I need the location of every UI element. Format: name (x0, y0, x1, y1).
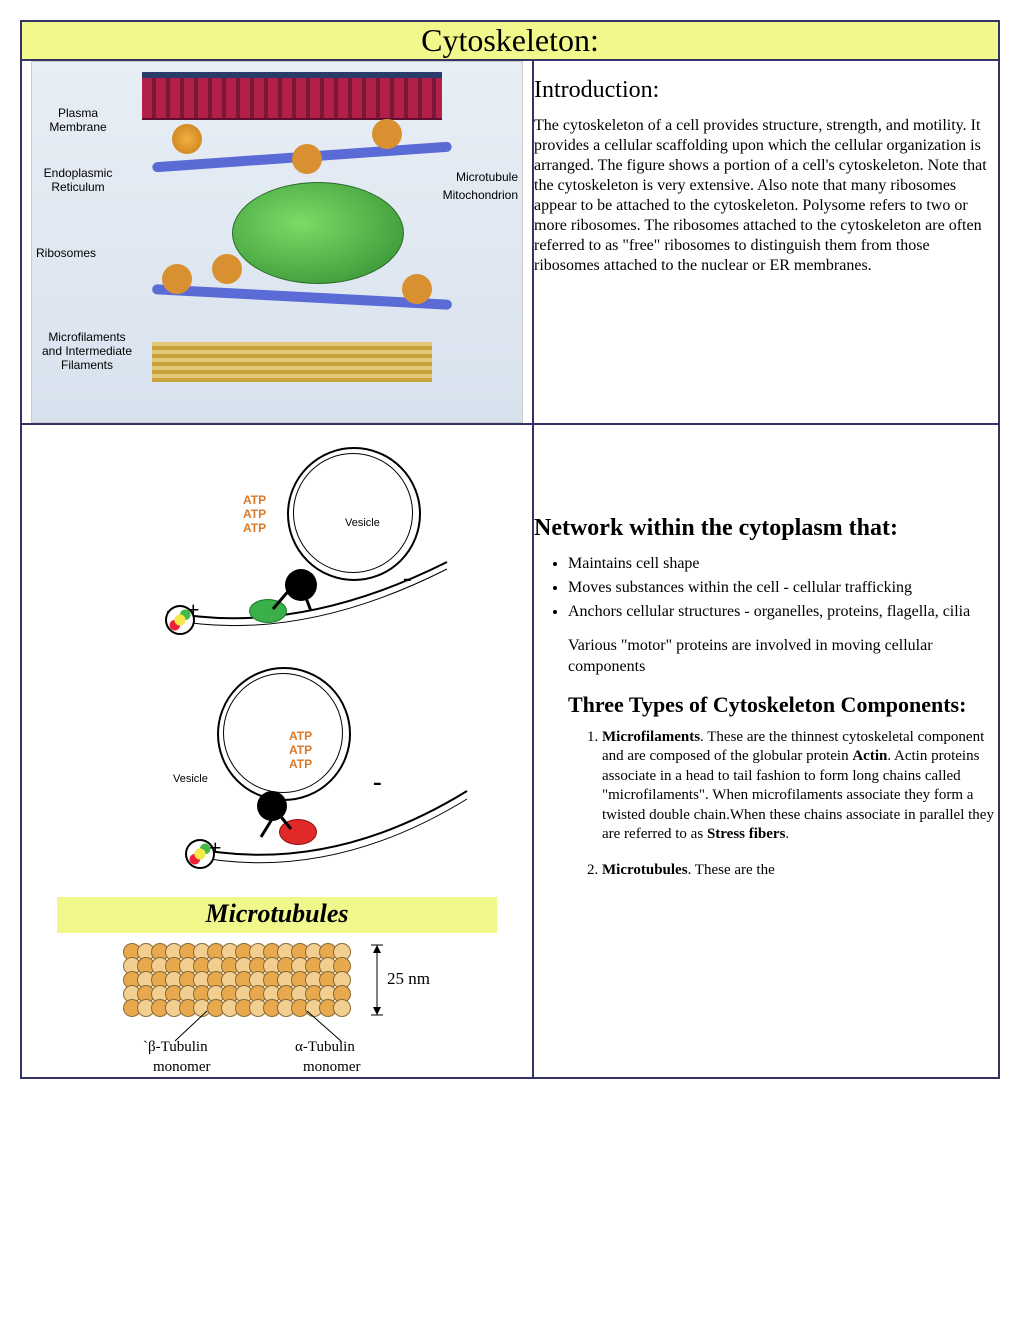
motor-legs (257, 801, 317, 845)
monomer-label-2: monomer (303, 1059, 361, 1076)
plus-sign: + (209, 835, 222, 861)
row2-right: Network within the cytoplasm that: Maint… (533, 424, 999, 1078)
monomer-label-1: monomer (153, 1059, 211, 1076)
atp-label: ATP (243, 507, 266, 521)
mitochondrion-shape (232, 182, 404, 284)
cytoskeleton-diagram: Plasma Membrane Endoplasmic Reticulum Ri… (31, 61, 523, 423)
label-microtubule: Microtubule (456, 170, 518, 184)
atp-stack: ATP ATP ATP (243, 493, 266, 535)
vesicle-diagram-2: Vesicle ATP ATP ATP + - (57, 667, 497, 877)
vesicle-label: Vesicle (173, 773, 208, 785)
label-mitochondrion: Mitochondrion (443, 188, 518, 202)
atp-stack: ATP ATP ATP (289, 729, 312, 771)
atp-label: ATP (243, 493, 266, 507)
label-microfilaments: Microfilaments and Intermediate Filament… (32, 330, 142, 372)
type-bold: Stress fibers (707, 826, 785, 842)
plus-sign: + (187, 597, 200, 623)
motor-note: Various "motor" proteins are involved in… (568, 636, 998, 678)
label-er: Endoplasmic Reticulum (32, 166, 124, 194)
minus-sign: - (373, 767, 382, 797)
type-name: Microfilaments (602, 729, 700, 745)
type-bold: Actin (852, 748, 887, 764)
beta-label: `β-Tubulin (143, 1039, 208, 1056)
label-plasma: Plasma Membrane (36, 106, 120, 134)
type-text: . (785, 826, 789, 842)
network-bullets: Maintains cell shape Moves substances wi… (534, 554, 998, 622)
vesicle-diagram-1: Vesicle ATP ATP ATP + (57, 447, 497, 647)
microtubules-title: Microtubules (57, 897, 497, 933)
list-item: Moves substances within the cell - cellu… (568, 578, 998, 598)
vesicle-label: Vesicle (345, 517, 380, 529)
list-item: Microfilaments. These are the thinnest c… (602, 728, 998, 845)
atp-label: ATP (289, 729, 312, 743)
row1-left: Plasma Membrane Endoplasmic Reticulum Ri… (21, 60, 533, 424)
type-name: Microtubules (602, 862, 688, 878)
page-title: Cytoskeleton: (421, 22, 599, 58)
vesicle-inner (293, 453, 413, 573)
microtubule-structure: 25 nm `β-Tubulin monomer α-Tubulin monom… (87, 937, 467, 1077)
vesicle-inner (223, 673, 343, 793)
page-table: Cytoskeleton: Plasma Membrane Endoplasmi… (20, 20, 1000, 1079)
alpha-label: α-Tubulin (295, 1039, 355, 1056)
atp-label: ATP (289, 743, 312, 757)
intro-heading: Introduction: (534, 77, 998, 104)
intro-text: The cytoskeleton of a cell provides stru… (534, 116, 998, 276)
network-heading: Network within the cytoplasm that: (534, 515, 998, 542)
motor-legs (267, 577, 317, 617)
types-heading: Three Types of Cytoskeleton Components: (568, 692, 998, 718)
label-ribosomes: Ribosomes (36, 246, 96, 260)
atp-label: ATP (243, 521, 266, 535)
diameter-label: 25 nm (387, 969, 430, 989)
ribosome-shape (172, 124, 202, 154)
track-curve (177, 787, 477, 877)
microtubule-shape-2 (152, 284, 452, 310)
row1-right: Introduction: The cytoskeleton of a cell… (533, 60, 999, 424)
atp-label: ATP (289, 757, 312, 771)
types-list: Microfilaments. These are the thinnest c… (534, 728, 998, 881)
filaments-shape (152, 342, 432, 382)
type-text: . These are the (688, 862, 775, 878)
page-title-cell: Cytoskeleton: (21, 21, 999, 60)
list-item: Anchors cellular structures - organelles… (568, 602, 998, 622)
minus-sign: - (403, 563, 412, 593)
membrane-shape (142, 72, 442, 120)
row2-left: Vesicle ATP ATP ATP + (21, 424, 533, 1078)
list-item: Maintains cell shape (568, 554, 998, 574)
list-item: Microtubules. These are the (602, 861, 998, 881)
